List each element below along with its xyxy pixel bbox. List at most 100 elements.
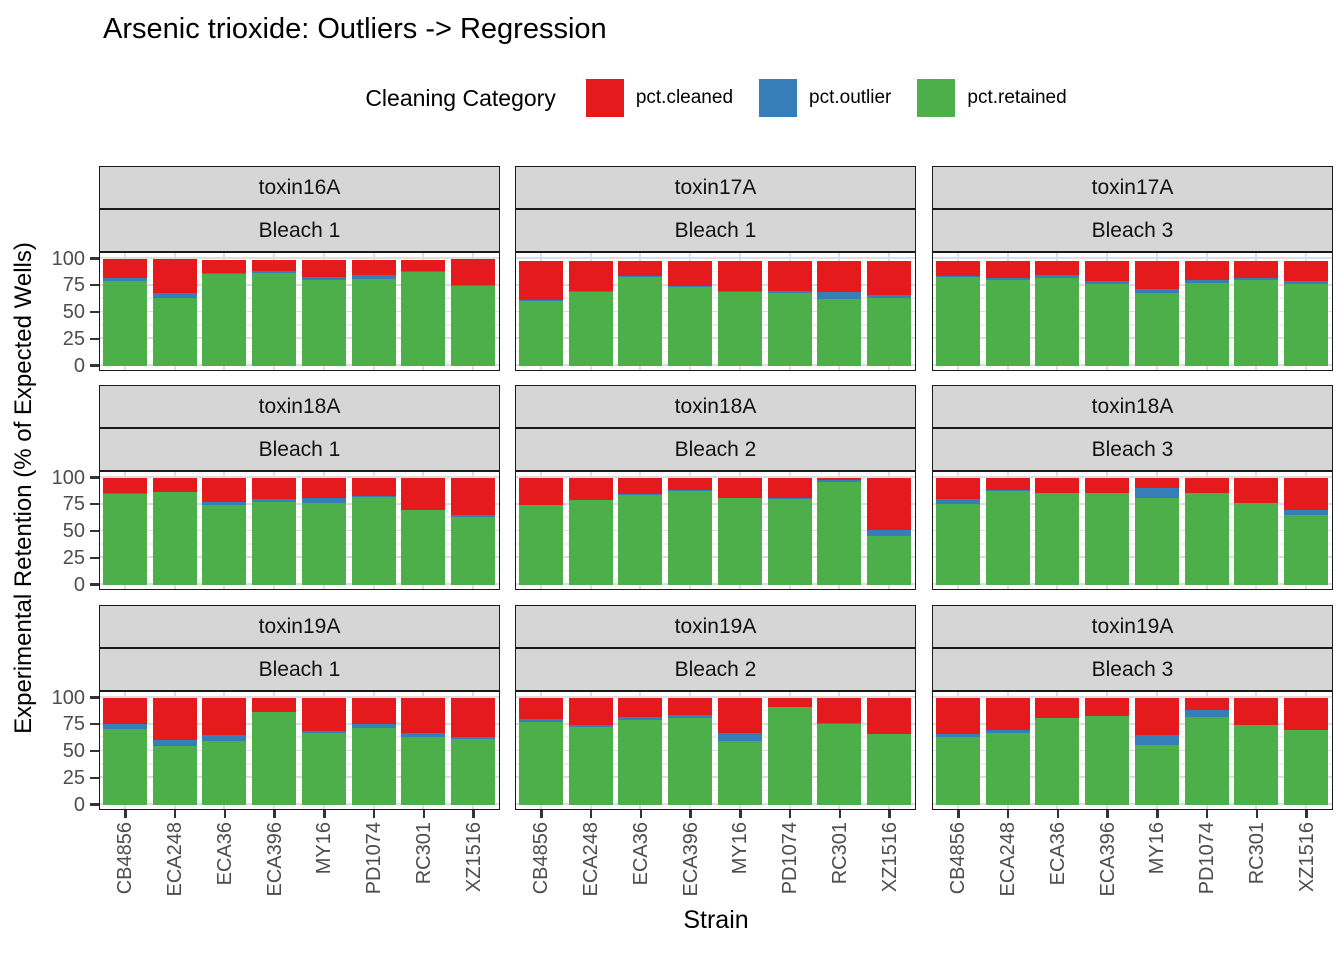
bar-segment-cleaned <box>717 698 762 734</box>
bar-segment-outlier <box>668 715 713 719</box>
bar-segment-retained <box>817 723 862 805</box>
y-tick-label: 50 <box>62 740 85 762</box>
gridline-major <box>100 337 499 340</box>
bar-PD1074 <box>1184 478 1229 585</box>
bar-RC301 <box>817 261 862 366</box>
y-tick <box>90 803 99 806</box>
gridline-major <box>933 257 1332 259</box>
bar-ECA396 <box>1085 698 1130 805</box>
bar-segment-cleaned <box>451 698 496 737</box>
y-tick-label: 25 <box>62 766 85 789</box>
bar-segment-retained <box>1284 730 1329 805</box>
strip-toxin: toxin16A <box>99 166 500 209</box>
y-tick-label: 50 <box>62 301 85 323</box>
bar-segment-retained <box>867 297 912 366</box>
bar-segment-retained <box>568 500 613 585</box>
strip-bleach: Bleach 1 <box>99 428 500 471</box>
bar-PD1074 <box>767 261 812 366</box>
x-tick-label: ECA248 <box>164 822 187 897</box>
bar-segment-outlier <box>1234 278 1279 281</box>
bar-segment-outlier <box>717 291 762 293</box>
x-tick-label: ECA36 <box>213 822 236 886</box>
bar-segment-outlier <box>351 723 396 728</box>
bar-segment-retained <box>668 718 713 805</box>
gridline-major <box>100 364 499 366</box>
gridline-major <box>516 583 915 585</box>
gridline-major <box>100 776 499 779</box>
bar-segment-cleaned <box>668 478 713 490</box>
bar-segment-retained <box>252 711 297 805</box>
bar-segment-cleaned <box>1234 478 1279 503</box>
bar-segment-retained <box>252 272 297 366</box>
bar-PD1074 <box>767 698 812 805</box>
strip-bleach: Bleach 3 <box>932 648 1333 691</box>
gridline-minor <box>516 709 915 712</box>
gridline-major <box>516 364 915 366</box>
gridline-major <box>100 283 499 286</box>
bar-segment-retained <box>1234 724 1279 805</box>
x-tick <box>223 810 227 818</box>
bar-segment-cleaned <box>935 478 980 500</box>
gridline-major <box>100 722 499 725</box>
bar-ECA248 <box>985 478 1030 585</box>
bar-segment-retained <box>1184 492 1229 585</box>
bar-segment-cleaned <box>301 698 346 732</box>
x-tick <box>323 810 326 818</box>
bar-segment-outlier <box>817 722 862 724</box>
x-tick-label: PD1074 <box>779 822 802 895</box>
x-tick <box>739 810 742 818</box>
bar-segment-outlier <box>1184 709 1229 718</box>
bar-XZ1516 <box>1284 478 1329 585</box>
bar-segment-cleaned <box>1284 261 1329 282</box>
gridline-minor <box>933 736 1332 738</box>
y-tick <box>90 364 99 367</box>
y-tick-label: 0 <box>73 573 85 596</box>
bar-segment-cleaned <box>401 260 446 271</box>
bar-segment-cleaned <box>252 260 297 271</box>
bar-segment-outlier <box>451 515 496 517</box>
bar-segment-cleaned <box>518 698 563 720</box>
gridline-minor <box>933 489 1332 492</box>
legend-swatch-cleaned-icon <box>585 79 624 117</box>
x-tick-label: PD1074 <box>1196 822 1219 895</box>
gridline-major <box>933 722 1332 725</box>
y-tick-label: 100 <box>51 247 85 270</box>
bar-segment-outlier <box>618 494 663 496</box>
facet-toxin18A-Bleach-2: toxin18A Bleach 2 <box>515 385 916 590</box>
bar-segment-cleaned <box>767 698 812 707</box>
facet-panel <box>99 252 500 371</box>
x-tick <box>1006 810 1010 818</box>
y-tick <box>90 257 99 260</box>
bar-CB4856 <box>935 261 980 366</box>
bar-segment-retained <box>102 281 147 366</box>
gridline-major <box>933 310 1332 313</box>
x-tick-label: RC301 <box>1245 822 1268 885</box>
bar-XZ1516 <box>451 698 496 805</box>
bar-CB4856 <box>935 698 980 805</box>
legend-title: Cleaning Category <box>365 84 556 111</box>
strip-toxin: toxin17A <box>932 166 1333 209</box>
x-tick <box>422 810 426 818</box>
bar-MY16 <box>717 478 762 585</box>
x-tick-label: MY16 <box>313 822 336 875</box>
bar-segment-cleaned <box>935 261 980 277</box>
bar-segment-retained <box>301 280 346 366</box>
y-tick <box>90 583 99 586</box>
bar-segment-outlier <box>102 492 147 495</box>
gridline-major <box>516 283 915 286</box>
gridline-major <box>933 556 1332 559</box>
bar-CB4856 <box>518 698 563 805</box>
bar-segment-retained <box>1134 498 1179 585</box>
x-tick-label: XZ1516 <box>878 822 901 893</box>
gridline-major <box>516 310 915 313</box>
bar-segment-outlier <box>102 723 147 730</box>
bar-segment-cleaned <box>1234 261 1279 279</box>
bar-segment-retained <box>102 729 147 805</box>
gridline-minor <box>516 516 915 518</box>
x-tick <box>173 810 177 818</box>
bar-PD1074 <box>767 478 812 585</box>
bar-segment-outlier <box>668 489 713 491</box>
bar-segment-retained <box>568 292 613 366</box>
bar-segment-outlier <box>1184 280 1229 283</box>
